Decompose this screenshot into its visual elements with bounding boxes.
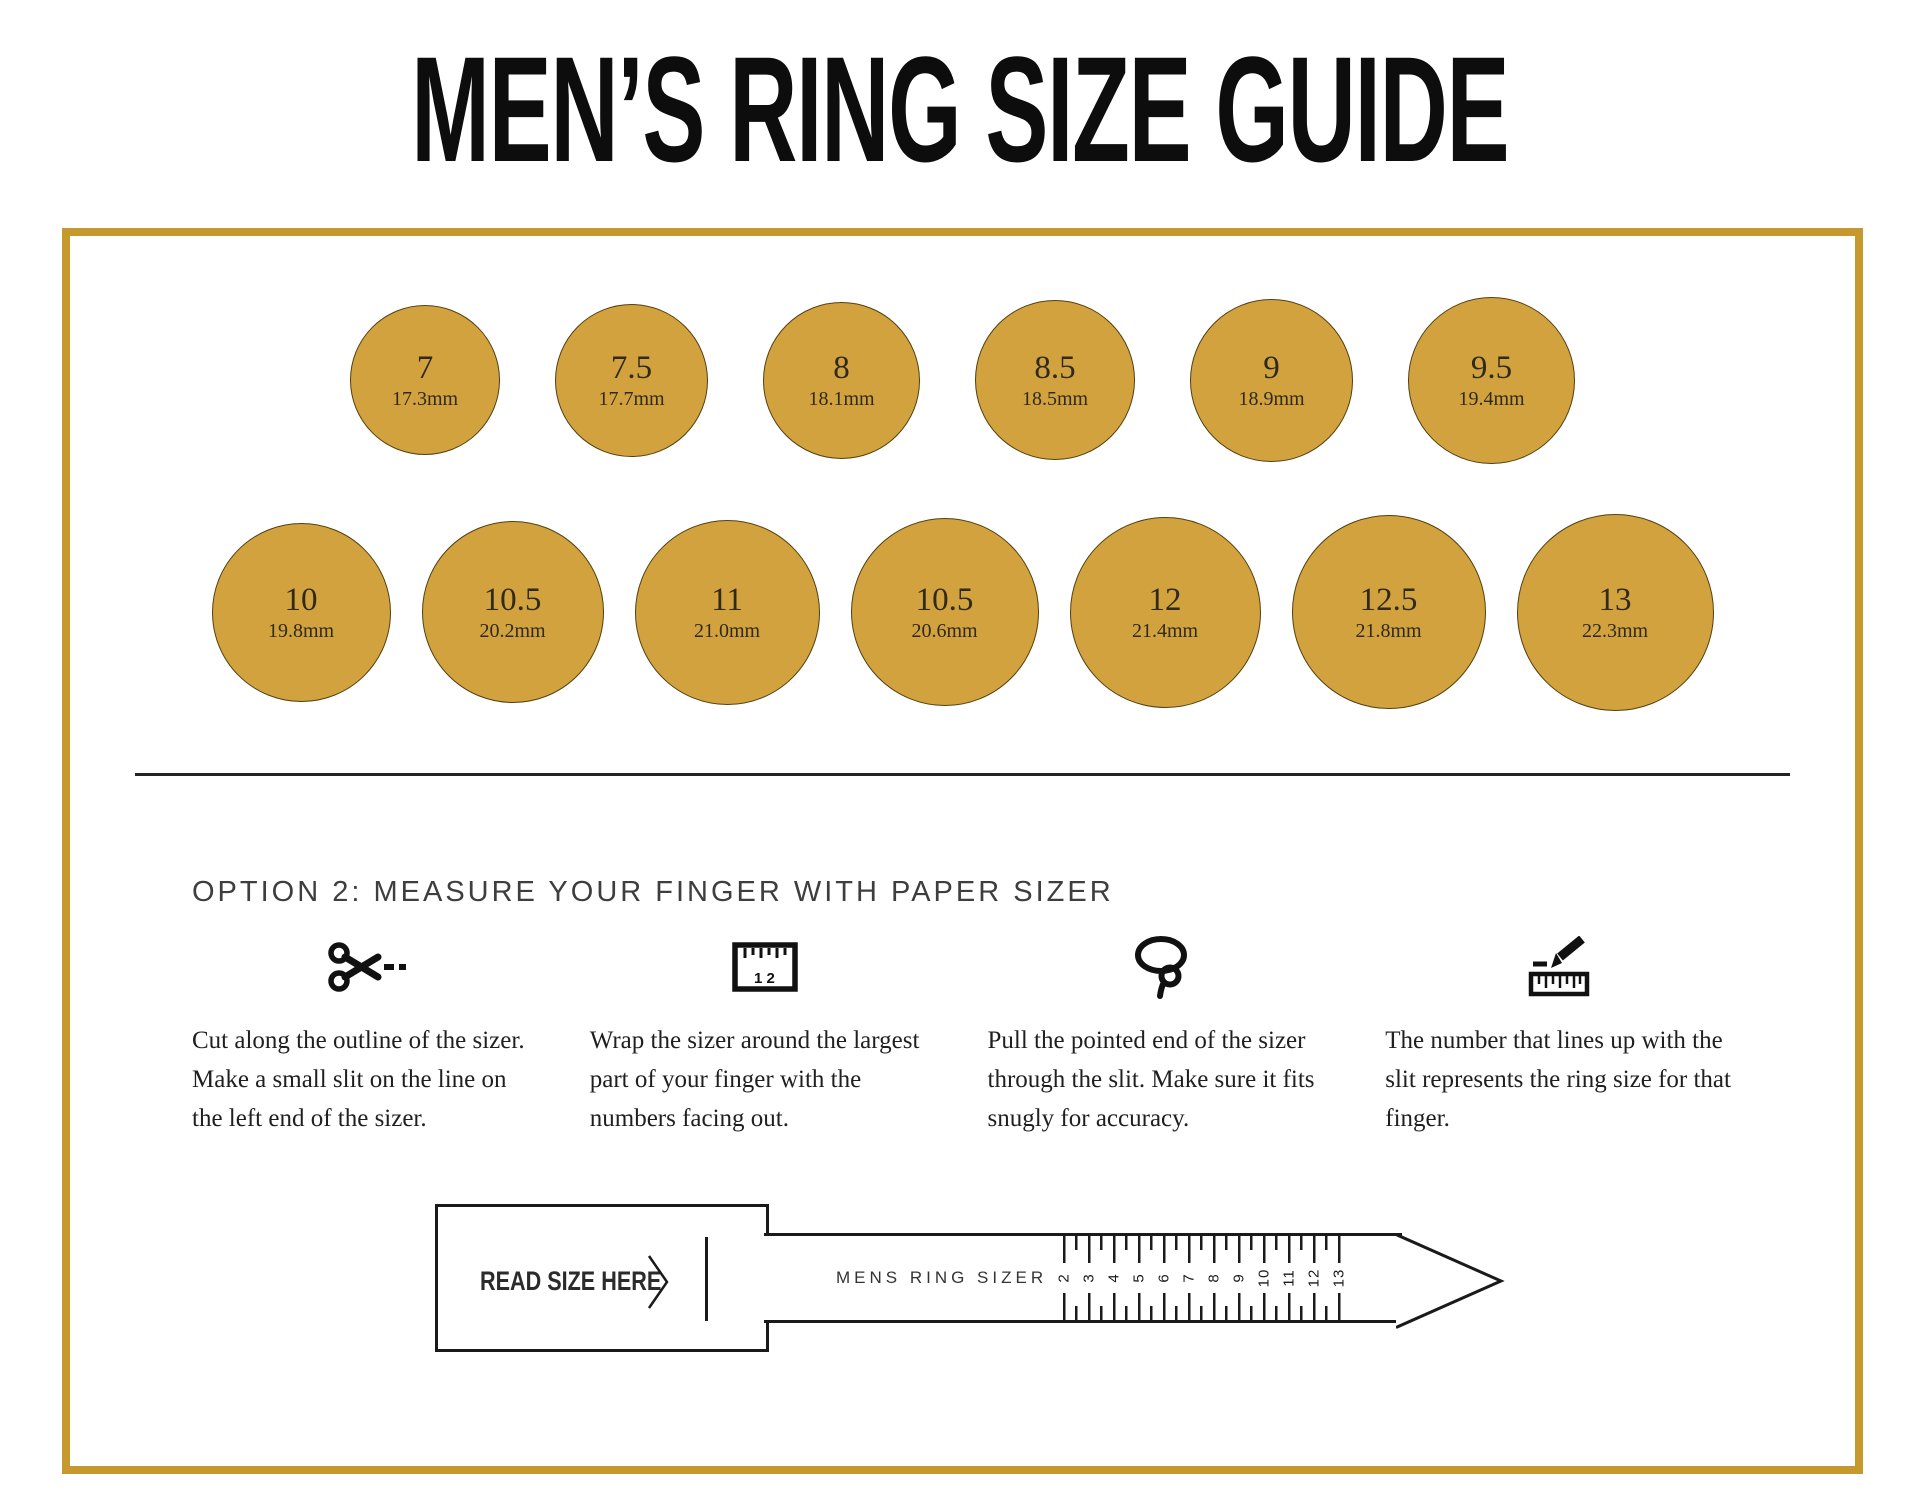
sizer-slit-line [705,1237,708,1321]
ruler-ticks [1075,1306,1329,1320]
scale-number: 10 [1255,1268,1273,1288]
ring-size-circle: 10 19.8mm [211,522,391,702]
ring-size-number: 12 [1148,581,1182,618]
sizer-strip: MENS RING SIZER 2 3 4 5 6 7 8 9 10 11 12… [764,1233,1505,1329]
step-pull: Pull the pointed end of the sizer throug… [988,927,1338,1138]
ring-size-mm: 17.3mm [391,387,459,410]
ring-size-circle: 12 21.4mm [1069,516,1261,708]
ring-size-number: 11 [711,581,743,618]
ring-size-number: 8.5 [1034,349,1076,386]
step-text: The number that lines up with the slit r… [1385,1027,1731,1132]
scale-number: 12 [1305,1268,1323,1288]
scale-number: 13 [1330,1268,1348,1288]
ring-size-mm: 21.8mm [1355,619,1422,642]
ring-size-mm: 21.0mm [693,619,761,642]
ring-size-circle: 10.5 20.6mm [850,518,1039,706]
step-text: Pull the pointed end of the sizer throug… [987,1027,1315,1132]
ring-size-number: 10.5 [915,581,974,618]
ring-size-circle: 7.5 17.7mm [555,303,708,457]
ring-size-number: 9.5 [1470,349,1513,386]
ring-size-mm: 18.5mm [1021,387,1089,410]
ring-size-number: 8 [833,349,850,386]
ring-size-number: 13 [1598,581,1632,618]
scale-number: 9 [1230,1273,1248,1283]
instruction-steps: Cut along the outline of the sizer. Make… [70,927,1855,1138]
ruler-icon-numbers: 1 2 [754,970,775,987]
ring-size-circle: 11 21.0mm [634,519,820,705]
sizer-pointed-end [1395,1233,1508,1334]
loop-icon [988,927,1338,1007]
ring-size-mm: 19.8mm [267,619,335,642]
mens-ring-sizer-label: MENS RING SIZER [836,1268,1048,1287]
ring-size-row-1: 7 17.3mm 7.5 17.7mm 8 18.1mm 8.5 18.5mm … [70,296,1855,464]
ring-size-circle: 8.5 18.5mm [975,300,1135,460]
step-text: Wrap the sizer around the largest part o… [589,1027,920,1132]
ring-size-number: 7 [416,349,434,386]
scale-number: 3 [1080,1273,1098,1283]
step-wrap: 1 2 Wrap the sizer around the largest pa… [590,927,940,1138]
ring-size-circle: 9.5 19.4mm [1408,296,1575,464]
scale-number: 4 [1105,1273,1123,1283]
ring-size-circle: 9 18.9mm [1190,298,1353,462]
read-size-here-label: READ SIZE HERE [480,1265,662,1296]
gold-frame: 7 17.3mm 7.5 17.7mm 8 18.1mm 8.5 18.5mm … [62,228,1863,1474]
ring-size-number: 12.5 [1359,581,1418,618]
ruler-icon: 1 2 [590,927,940,1007]
pencil-ruler-icon [1385,927,1735,1007]
step-read: The number that lines up with the slit r… [1385,927,1735,1138]
scale-number: 5 [1130,1273,1148,1283]
ring-size-mm: 19.4mm [1458,387,1525,410]
ring-size-circle: 7 17.3mm [350,305,500,455]
ruler-ticks [1075,1236,1329,1250]
sizer-read-box: READ SIZE HERE [435,1204,769,1352]
ring-size-circle: 8 18.1mm [763,301,920,459]
ring-size-circle: 10.5 20.2mm [421,521,604,703]
ring-size-number: 7.5 [610,349,653,386]
ring-size-mm: 20.6mm [911,619,978,642]
sizer-scale-numbers: 2 3 4 5 6 7 8 9 10 11 12 13 [1054,1268,1349,1288]
paper-ring-sizer: READ SIZE HERE MENS RING SIZER 2 3 4 5 6 [435,1204,1505,1352]
chevron-right-icon [646,1253,672,1316]
ring-size-circle: 13 22.3mm [1516,513,1714,711]
ring-size-row-2: 10 19.8mm 10.5 20.2mm 11 21.0mm 10.5 20.… [70,513,1855,711]
ring-size-mm: 18.1mm [808,387,875,410]
section-divider [135,773,1790,776]
step-text: Cut along the outline of the sizer. Make… [192,1027,525,1132]
scissors-icon [192,927,542,1007]
page-header: MEN’S RING SIZE GUIDE [0,0,1920,194]
ring-size-number: 9 [1263,349,1280,386]
ring-size-circle: 12.5 21.8mm [1291,515,1486,709]
scale-number: 8 [1205,1273,1223,1283]
ring-size-mm: 20.2mm [479,619,546,642]
ring-size-number: 10.5 [483,581,542,618]
step-cut: Cut along the outline of the sizer. Make… [192,927,542,1138]
page-title: MEN’S RING SIZE GUIDE [411,25,1509,193]
option2-heading: OPTION 2: MEASURE YOUR FINGER WITH PAPER… [192,876,1114,908]
scale-number: 6 [1155,1273,1173,1283]
scale-number: 7 [1180,1273,1198,1283]
scale-number: 11 [1280,1269,1298,1287]
ring-size-number: 10 [284,581,318,618]
ring-size-mm: 21.4mm [1131,619,1199,642]
scale-number: 2 [1055,1273,1073,1283]
ring-size-mm: 17.7mm [598,387,665,410]
ring-size-mm: 22.3mm [1581,619,1649,642]
ring-size-mm: 18.9mm [1238,387,1305,410]
